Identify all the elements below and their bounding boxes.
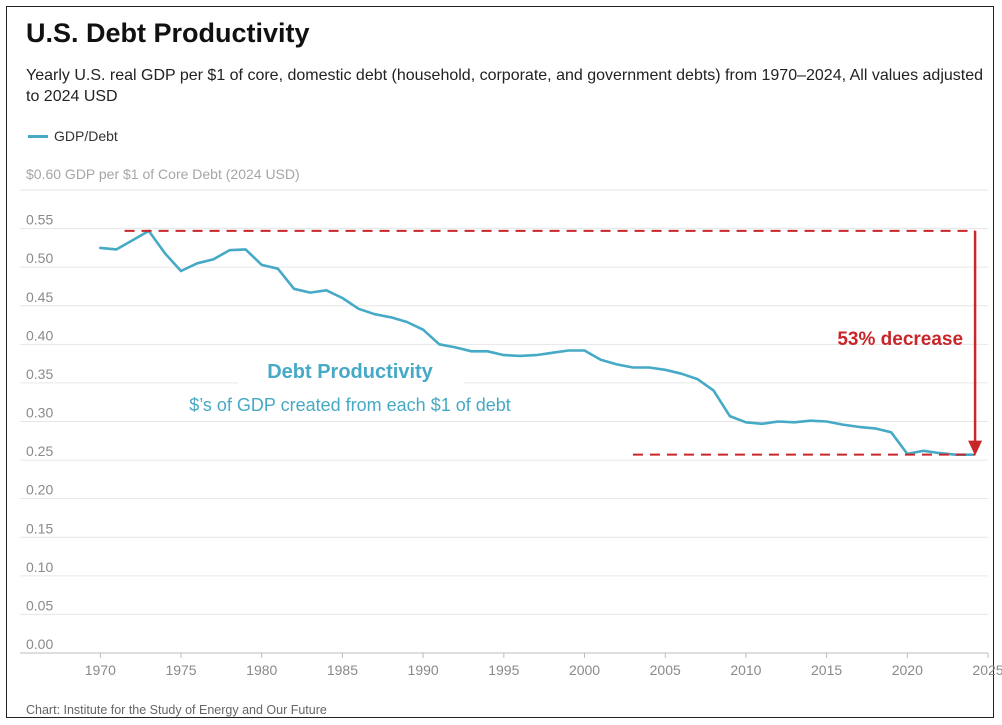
x-tick-label: 2015 (811, 662, 842, 678)
y-tick-label: 0.55 (26, 212, 53, 228)
legend-swatch-gdp-debt (28, 134, 48, 138)
decrease-label: 53% decrease (837, 329, 963, 350)
legend: GDP/Debt (28, 128, 118, 144)
inline-subtitle-bg (150, 389, 550, 419)
annotations: 53% decrease Debt Productivity $’s of GDP … (124, 229, 983, 456)
x-tick-label: 2000 (569, 662, 600, 678)
chart-title: U.S. Debt Productivity (26, 18, 310, 48)
chart-frame (6, 6, 994, 718)
y-axis-label: $0.60 GDP per $1 of Core Debt (2024 USD) (26, 166, 300, 182)
y-tick-label: 0.20 (26, 482, 53, 498)
inline-chart-subtitle: $’s of GDP created from each $1 of debt (189, 395, 511, 415)
y-tick-label: 0.35 (26, 366, 53, 382)
y-tick-label: 0.30 (26, 405, 53, 421)
x-tick-label: 1995 (488, 662, 519, 678)
y-axis-ticks: 0.00 0.05 0.10 0.15 0.20 0.25 0.30 0.35 0.40 0.45… (26, 212, 53, 652)
y-tick-label: 0.15 (26, 520, 53, 536)
x-tick-label: 2025 (972, 662, 1002, 678)
y-tick-label: 0.00 (26, 636, 53, 652)
x-tick-label: 1970 (85, 662, 116, 678)
inline-title-bg (238, 354, 464, 384)
legend-label-gdp-debt: GDP/Debt (54, 128, 118, 144)
y-tick-label: 0.50 (26, 250, 53, 266)
series-line-gdp-debt (99, 229, 974, 457)
y-tick-label: 0.40 (26, 327, 53, 343)
x-tick-label: 2010 (730, 662, 761, 678)
x-tick-label: 1975 (165, 662, 196, 678)
y-tick-label: 0.10 (26, 559, 53, 575)
annotation-backgrounds (150, 354, 550, 419)
x-tick-label: 1980 (246, 662, 277, 678)
x-axis-ticks: 1970 1975 1980 1985 1990 1995 2000 2005 2010 2015… (85, 653, 1002, 678)
decrease-arrow-head (968, 440, 983, 456)
inline-chart-title: Debt Productivity (267, 361, 433, 383)
x-tick-label: 2020 (892, 662, 923, 678)
series-layer (99, 229, 974, 457)
x-tick-label: 1990 (408, 662, 439, 678)
y-tick-label: 0.05 (26, 597, 53, 613)
chart-subtitle: Yearly U.S. real GDP per $1 of core, dom… (26, 67, 984, 105)
y-tick-label: 0.45 (26, 289, 53, 305)
x-tick-label: 2005 (650, 662, 681, 678)
grid-lines (20, 189, 988, 654)
chart-source: Chart: Institute for the Study of Energy… (26, 703, 327, 717)
x-tick-label: 1985 (327, 662, 358, 678)
y-tick-label: 0.25 (26, 443, 53, 459)
